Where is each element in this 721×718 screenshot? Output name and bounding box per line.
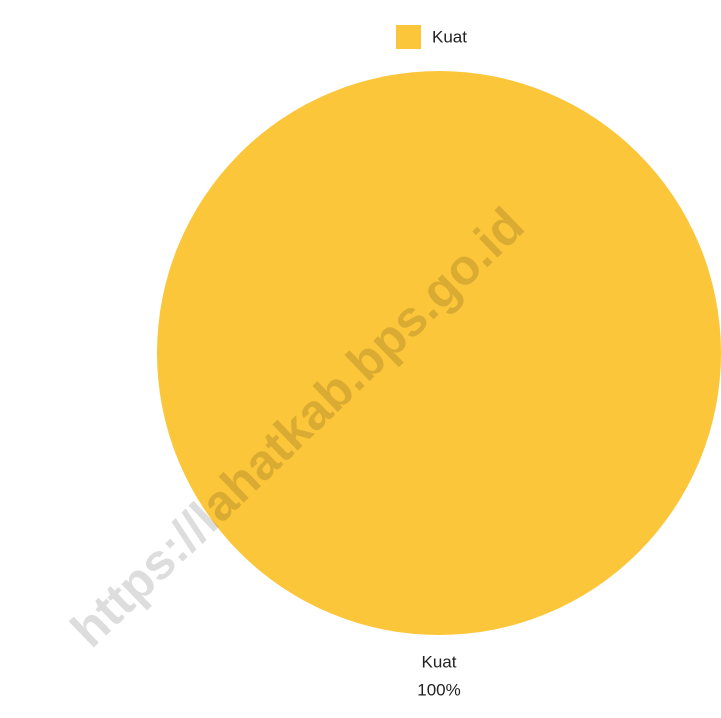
pie-slice (157, 71, 721, 635)
data-label-name: Kuat (422, 652, 457, 671)
data-label-value: 100% (417, 680, 460, 699)
legend-swatch (396, 25, 421, 49)
legend-label: Kuat (432, 27, 467, 46)
